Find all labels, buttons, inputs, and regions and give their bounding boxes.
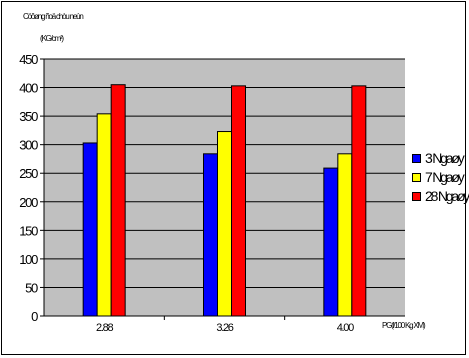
- bar: [110, 84, 126, 317]
- bar: [351, 85, 367, 317]
- x-tick-label: 4.00: [337, 322, 354, 334]
- legend-swatch: [412, 173, 421, 182]
- y-tick-label: 300: [19, 138, 38, 153]
- legend-label: 3 Ngaøy: [425, 150, 465, 166]
- y-tick-label: 400: [19, 81, 38, 96]
- y-tick-label: 350: [19, 109, 38, 124]
- y-tick-label: 100: [19, 252, 38, 267]
- bar: [96, 113, 112, 317]
- x-tick-label: 3.26: [216, 322, 233, 334]
- legend-swatch: [412, 154, 421, 163]
- bar: [82, 142, 98, 317]
- legend-swatch: [412, 192, 421, 201]
- bar: [217, 131, 232, 317]
- bar: [231, 85, 246, 317]
- y-tick-label: 200: [19, 195, 38, 210]
- bar: [203, 153, 218, 317]
- y-axis-label-line1: Cöôøng ñoä chòu neùn: [23, 12, 84, 21]
- y-tick-label: 450: [19, 52, 38, 67]
- bar: [323, 167, 339, 317]
- legend-label: 28 Ngaøy: [425, 188, 469, 204]
- y-tick-label: 250: [19, 166, 38, 181]
- bar: [337, 153, 353, 317]
- y-tick-label: 150: [19, 223, 38, 238]
- y-tick-label: 50: [25, 280, 38, 295]
- y-axis-label-line2: (KG/cm²): [40, 34, 64, 43]
- x-axis-label: PG(l/100 Kg XM): [382, 321, 426, 330]
- y-tick-label: 0: [31, 309, 38, 324]
- legend-label: 7 Ngaøy: [425, 169, 465, 185]
- x-tick-label: 2.88: [96, 322, 113, 334]
